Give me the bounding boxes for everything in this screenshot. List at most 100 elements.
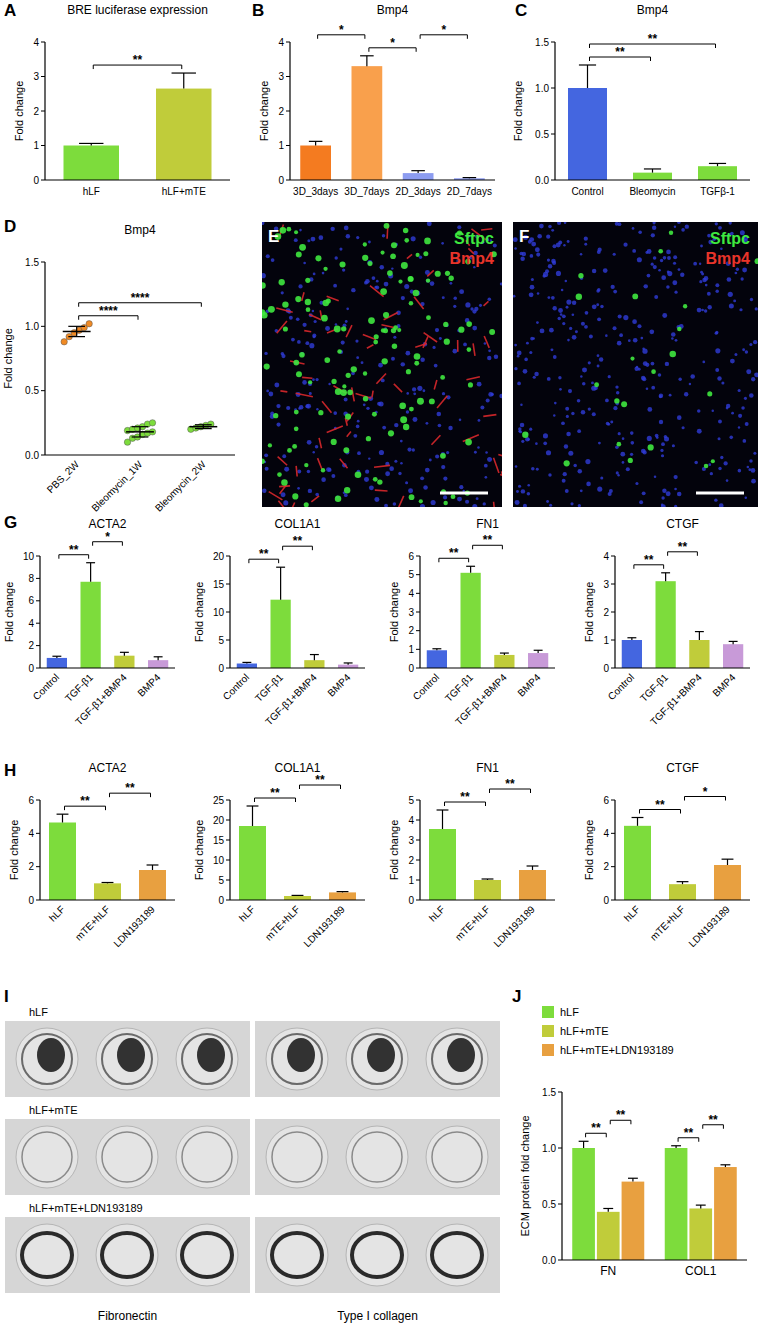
nucleus bbox=[364, 281, 368, 285]
y-tick bbox=[611, 640, 615, 641]
nucleus bbox=[345, 320, 348, 323]
y-tick-label: 4 bbox=[28, 618, 34, 629]
error-bar bbox=[727, 859, 728, 865]
chart: 012345Fold changeFN1hLFmTE+hLFLDN193189*… bbox=[388, 761, 555, 949]
nucleus bbox=[453, 296, 456, 299]
y-tick-label: 1.0 bbox=[535, 83, 549, 94]
nucleus bbox=[742, 348, 745, 351]
plot-area bbox=[572, 1141, 737, 1260]
nucleus bbox=[384, 504, 388, 507]
nucleus bbox=[718, 419, 722, 423]
blot-strip bbox=[255, 1217, 500, 1293]
title: Bmp4 bbox=[377, 3, 409, 17]
nucleus bbox=[494, 354, 498, 358]
y-tick-label: 2 bbox=[603, 861, 609, 872]
nucleus bbox=[271, 258, 275, 262]
nucleus bbox=[339, 248, 342, 251]
y-tick bbox=[36, 600, 40, 601]
y-tick bbox=[41, 42, 45, 43]
sftpc-cell bbox=[363, 396, 368, 401]
category-label: mTE+hLF bbox=[453, 904, 492, 943]
nucleus bbox=[673, 262, 676, 265]
well bbox=[176, 1126, 238, 1188]
blot-signal bbox=[432, 1132, 482, 1182]
error-cap bbox=[644, 168, 661, 169]
error-cap bbox=[527, 865, 539, 866]
nucleus bbox=[374, 286, 377, 289]
x-axis bbox=[562, 1259, 747, 1260]
bar bbox=[429, 829, 456, 900]
nucleus bbox=[484, 464, 488, 468]
nucleus bbox=[653, 265, 657, 269]
panel-label: I bbox=[4, 987, 9, 1006]
x-axis bbox=[45, 454, 235, 455]
nucleus bbox=[565, 489, 569, 493]
bar bbox=[271, 600, 291, 668]
chart: 0.00.51.01.5Fold changeBmp4CControlBleom… bbox=[512, 1, 750, 197]
sftpc-cell bbox=[707, 391, 712, 396]
significance-label: ** bbox=[80, 794, 90, 808]
bar bbox=[237, 664, 257, 668]
sftpc-cell bbox=[632, 294, 638, 300]
chart: 01234Fold changeBRE luciferase expressio… bbox=[4, 1, 230, 197]
nucleus bbox=[672, 444, 675, 447]
bmp4-signal bbox=[437, 396, 447, 408]
nucleus bbox=[630, 441, 634, 445]
nucleus bbox=[417, 386, 422, 391]
error-bar bbox=[442, 810, 443, 829]
nucleus bbox=[637, 324, 641, 328]
y-tick bbox=[226, 800, 230, 801]
y-tick bbox=[416, 668, 420, 669]
nucleus bbox=[618, 314, 622, 318]
nucleus bbox=[363, 403, 366, 406]
sftpc-cell bbox=[373, 340, 378, 345]
point bbox=[149, 420, 155, 426]
error-bar bbox=[665, 573, 666, 581]
significance-label: **** bbox=[99, 304, 118, 318]
nucleus bbox=[400, 440, 403, 443]
nucleus bbox=[600, 305, 603, 308]
sftpc-cell bbox=[344, 487, 350, 493]
y-tick bbox=[416, 800, 420, 801]
error-bar bbox=[315, 141, 316, 145]
nucleus bbox=[536, 468, 539, 471]
nucleus bbox=[628, 339, 631, 342]
nucleus bbox=[420, 476, 424, 480]
well bbox=[16, 1126, 78, 1188]
y-tick bbox=[36, 578, 40, 579]
nucleus bbox=[313, 273, 316, 276]
sftpc-cell bbox=[403, 424, 409, 430]
y-tick-label: 4 bbox=[408, 588, 414, 599]
sftpc-cell bbox=[262, 282, 266, 289]
x-axis bbox=[40, 899, 175, 900]
y-tick-label: 20 bbox=[213, 551, 225, 562]
nucleus bbox=[674, 226, 676, 228]
sftpc-cell bbox=[594, 382, 599, 387]
nucleus bbox=[357, 451, 361, 455]
y-tick bbox=[36, 668, 40, 669]
blot-strip bbox=[5, 1119, 250, 1195]
blot-strip bbox=[255, 1021, 500, 1097]
bmp4-signal bbox=[394, 384, 402, 392]
nucleus bbox=[603, 268, 608, 273]
nucleus bbox=[533, 376, 536, 379]
nucleus bbox=[535, 247, 540, 252]
sftpc-cell bbox=[423, 251, 428, 256]
significance-label: ** bbox=[293, 534, 303, 548]
nucleus bbox=[326, 467, 331, 472]
bar bbox=[156, 89, 212, 180]
nucleus bbox=[546, 450, 551, 455]
nucleus bbox=[613, 253, 616, 256]
y-axis bbox=[229, 800, 230, 900]
bmp4-signal bbox=[399, 496, 404, 507]
sftpc-cell bbox=[367, 261, 372, 266]
nucleus bbox=[382, 234, 385, 237]
nucleus bbox=[659, 420, 663, 424]
significance-label: ** bbox=[133, 53, 143, 67]
nucleus bbox=[442, 392, 445, 395]
nucleus bbox=[364, 477, 369, 482]
y-tick-label: 15 bbox=[213, 835, 225, 846]
sftpc-cell bbox=[296, 252, 302, 258]
nucleus bbox=[582, 382, 586, 386]
error-cap bbox=[411, 170, 425, 171]
